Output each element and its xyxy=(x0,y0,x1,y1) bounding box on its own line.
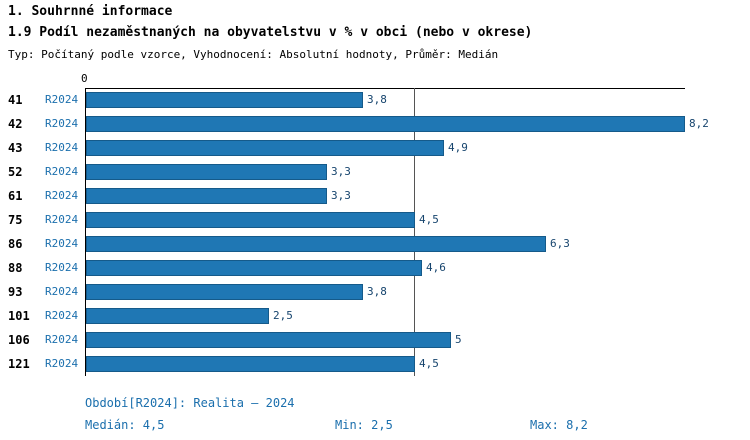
chart-title: 1.9 Podíl nezaměstnaných na obyvatelstvu… xyxy=(8,25,533,40)
chart-rows: 41 R2024 3,8 42 R2024 8,2 43 R2024 4,9 52 R2024 3,3… xyxy=(0,88,750,376)
bar xyxy=(86,188,327,204)
row-period-label: R2024 xyxy=(45,165,79,178)
bar-value-label: 3,8 xyxy=(367,93,387,106)
row-category-label: 88 xyxy=(8,261,23,275)
bar xyxy=(86,236,546,252)
chart-row: 61 R2024 3,3 xyxy=(0,184,750,208)
chart-row: 93 R2024 3,8 xyxy=(0,280,750,304)
row-category-label: 41 xyxy=(8,93,23,107)
row-period-label: R2024 xyxy=(45,93,79,106)
bar xyxy=(86,260,422,276)
row-period-label: R2024 xyxy=(45,285,79,298)
bar xyxy=(86,140,444,156)
bar xyxy=(86,356,415,372)
bar-value-label: 6,3 xyxy=(550,237,570,250)
chart-row: 101 R2024 2,5 xyxy=(0,304,750,328)
bar-value-label: 8,2 xyxy=(689,117,709,130)
bar-value-label: 4,6 xyxy=(426,261,446,274)
bar xyxy=(86,164,327,180)
row-category-label: 61 xyxy=(8,189,23,203)
x-axis-zero-label: 0 xyxy=(81,72,88,85)
median-gridline xyxy=(413,88,415,376)
chart-row: 41 R2024 3,8 xyxy=(0,88,750,112)
bar xyxy=(86,92,363,108)
footer-min-text: Min: 2,5 xyxy=(335,418,393,432)
chart-row: 88 R2024 4,6 xyxy=(0,256,750,280)
bar-value-label: 4,9 xyxy=(448,141,468,154)
row-period-label: R2024 xyxy=(45,141,79,154)
chart-row: 42 R2024 8,2 xyxy=(0,112,750,136)
row-period-label: R2024 xyxy=(45,333,79,346)
row-period-label: R2024 xyxy=(45,237,79,250)
chart-row: 43 R2024 4,9 xyxy=(0,136,750,160)
bar xyxy=(86,284,363,300)
bar xyxy=(86,332,451,348)
bar xyxy=(86,116,685,132)
bar-value-label: 3,3 xyxy=(331,189,351,202)
row-category-label: 75 xyxy=(8,213,23,227)
row-period-label: R2024 xyxy=(45,357,79,370)
bar-value-label: 3,3 xyxy=(331,165,351,178)
row-category-label: 43 xyxy=(8,141,23,155)
chart-row: 75 R2024 4,5 xyxy=(0,208,750,232)
y-axis-line xyxy=(85,88,86,376)
bar-value-label: 3,8 xyxy=(367,285,387,298)
row-period-label: R2024 xyxy=(45,189,79,202)
bar-value-label: 4,5 xyxy=(419,357,439,370)
row-period-label: R2024 xyxy=(45,117,79,130)
bar-value-label: 2,5 xyxy=(273,309,293,322)
chart-row: 106 R2024 5 xyxy=(0,328,750,352)
row-period-label: R2024 xyxy=(45,261,79,274)
chart-row: 121 R2024 4,5 xyxy=(0,352,750,376)
bar-value-label: 4,5 xyxy=(419,213,439,226)
page-title: 1. Souhrnné informace xyxy=(8,4,173,19)
footer-median-text: Medián: 4,5 xyxy=(85,418,165,432)
footer-max-text: Max: 8,2 xyxy=(530,418,588,432)
chart-row: 86 R2024 6,3 xyxy=(0,232,750,256)
row-category-label: 93 xyxy=(8,285,23,299)
bar xyxy=(86,212,415,228)
row-period-label: R2024 xyxy=(45,213,79,226)
chart-meta-text: Typ: Počítaný podle vzorce, Vyhodnocení:… xyxy=(8,48,499,61)
row-category-label: 86 xyxy=(8,237,23,251)
row-category-label: 52 xyxy=(8,165,23,179)
bar xyxy=(86,308,269,324)
row-period-label: R2024 xyxy=(45,309,79,322)
chart-row: 52 R2024 3,3 xyxy=(0,160,750,184)
row-category-label: 106 xyxy=(8,333,30,347)
footer-period-text: Období[R2024]: Realita – 2024 xyxy=(85,396,295,410)
row-category-label: 101 xyxy=(8,309,30,323)
x-axis-line xyxy=(85,88,685,89)
row-category-label: 42 xyxy=(8,117,23,131)
row-category-label: 121 xyxy=(8,357,30,371)
bar-value-label: 5 xyxy=(455,333,462,346)
